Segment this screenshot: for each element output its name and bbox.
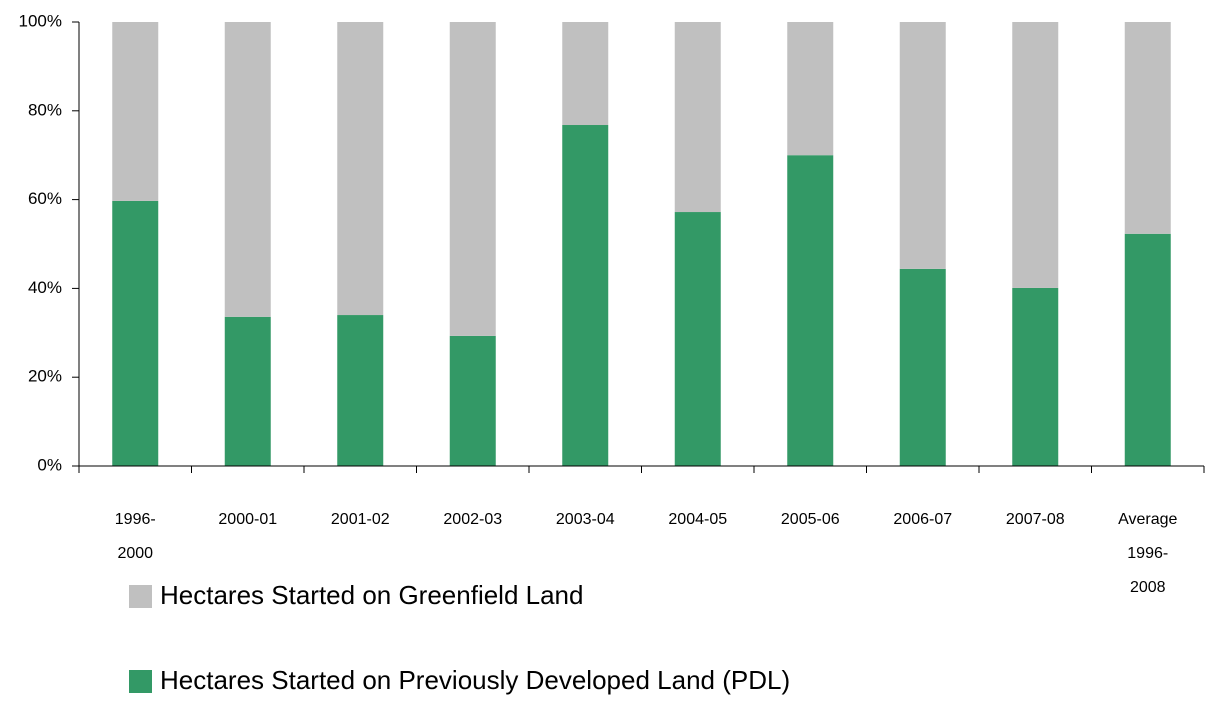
bar-segment [674, 212, 721, 466]
x-tick-label: 2006-07 [893, 511, 953, 528]
x-tick-label: 2003-04 [555, 511, 615, 528]
x-tick-label: 2004-05 [668, 511, 728, 528]
bar-segment [562, 22, 609, 126]
bar-segment [674, 22, 721, 213]
x-tick-label: 2007-08 [1005, 511, 1065, 528]
bar-segment [1012, 22, 1059, 288]
bar-segment [1124, 22, 1171, 234]
y-tick-label: 0% [37, 455, 62, 474]
x-tick-label: 1996-2000 [114, 511, 156, 562]
bar-segment [899, 22, 946, 269]
bar-segment [899, 268, 946, 466]
x-tick-label: 2005-06 [780, 511, 840, 528]
y-tick-label: 100% [19, 11, 62, 30]
bar-segment [112, 200, 159, 466]
bar-segment [787, 22, 834, 156]
bar-segment [562, 125, 609, 467]
x-tick-label: 2000-01 [218, 511, 278, 528]
y-tick-label: 40% [28, 278, 62, 297]
legend-label: Hectares Started on Previously Developed… [160, 665, 790, 695]
y-tick-label: 20% [28, 367, 62, 386]
bar-segment [337, 315, 384, 466]
legend-swatch [129, 670, 152, 693]
bar-segment [1124, 233, 1171, 466]
bar-segment [449, 335, 496, 466]
bar-segment [112, 22, 159, 201]
bar-segment [449, 22, 496, 336]
bar-segment [787, 155, 834, 466]
bar-segment [224, 22, 271, 317]
x-tick-label: 2002-03 [443, 511, 503, 528]
x-tick-label: 2001-02 [330, 511, 390, 528]
y-tick-label: 60% [28, 189, 62, 208]
legend-label: Hectares Started on Greenfield Land [160, 580, 583, 610]
bar-segment [224, 316, 271, 466]
legend-swatch [129, 585, 152, 608]
y-tick-label: 80% [28, 100, 62, 119]
bar-segment [337, 22, 384, 316]
bar-segment [1012, 287, 1059, 466]
x-tick-label: Average 1996-2008 [1118, 511, 1178, 596]
